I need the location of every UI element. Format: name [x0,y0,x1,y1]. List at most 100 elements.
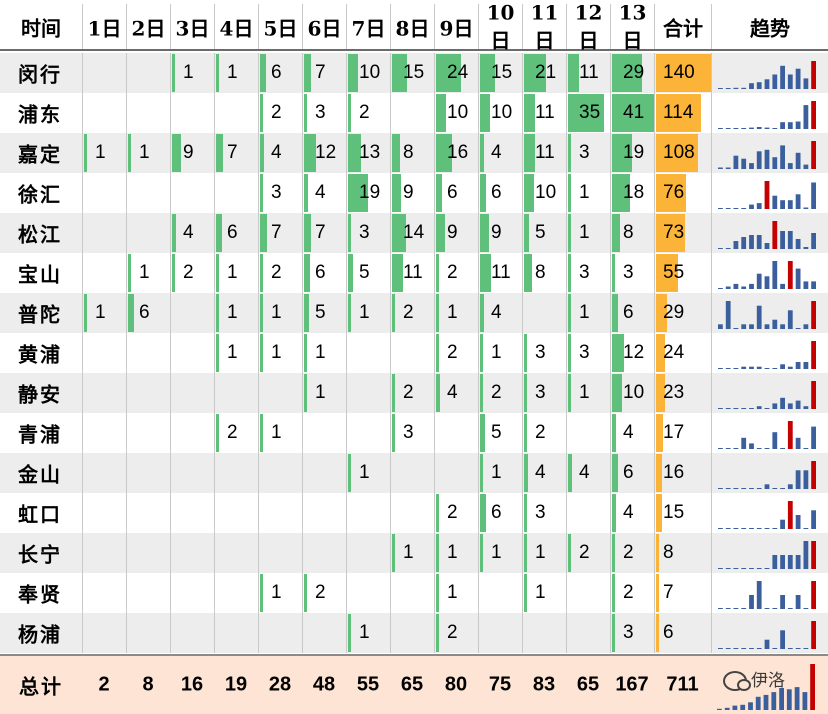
header-day-label: 11日 [530,0,559,52]
day-value: 14 [403,222,425,243]
day-cell [346,373,390,413]
day-cell: 11 [522,133,566,173]
trend-bar [733,408,739,409]
row-total-cell: 23 [654,373,711,413]
day-value: 4 [579,462,590,483]
trend-bar [733,608,739,609]
value-bar [480,214,490,252]
total-bar [656,374,665,412]
total-day-value: 8 [142,673,154,696]
day-cell: 8 [522,253,566,293]
trend-bar [780,555,785,569]
trend-bar [795,121,801,129]
trend-bar [795,515,801,529]
row-total-cell: 108 [654,133,711,173]
value-bar [216,54,219,92]
trend-bar [811,541,816,569]
trend-bar [780,231,785,249]
value-bar [568,374,571,412]
district-cell: 嘉定 [0,133,82,173]
total-day-cell: 48 [302,656,346,714]
district-cell: 普陀 [0,293,82,333]
value-bar [480,94,491,132]
trend-sparkline [718,501,816,529]
day-cell: 1 [434,533,478,573]
day-value: 4 [623,502,634,523]
trend-bar [811,621,816,649]
day-cell [346,413,390,453]
day-cell: 1 [170,53,214,93]
day-value: 7 [271,222,282,243]
trend-bar [725,488,731,489]
header-day-label: 13日 [618,0,647,52]
value-bar [524,54,546,92]
day-value: 4 [491,142,502,163]
trend-bar [733,208,739,209]
trend-bar [718,648,723,649]
value-bar [524,94,536,132]
trend-sparkline [718,341,816,369]
row-total-value: 8 [663,542,674,563]
total-bar [656,534,660,572]
trend-bar [787,484,793,489]
value-bar [480,54,496,92]
row-total-value: 140 [663,62,695,83]
trend-bar [787,122,793,129]
trend-bar [764,608,770,609]
day-value: 3 [579,142,590,163]
table-row: 杨浦 1 2 3 6 [0,613,828,653]
day-cell [170,293,214,333]
day-cell [566,413,610,453]
total-bar [656,294,668,332]
day-cell [522,613,566,653]
row-total-value: 15 [663,502,685,523]
value-bar [568,94,604,132]
day-cell [522,293,566,333]
total-day-cell: 2 [82,656,126,714]
day-value: 10 [535,182,557,203]
trend-bar [772,261,778,289]
grand-total-value: 711 [666,673,699,696]
day-value: 3 [535,502,546,523]
day-cell [346,333,390,373]
day-cell: 4 [170,213,214,253]
trend-bar [741,648,747,649]
day-cell: 2 [258,253,302,293]
day-cell: 4 [434,373,478,413]
trend-sparkline [718,581,816,609]
day-cell: 1 [390,533,434,573]
day-value: 1 [271,302,282,323]
trend-bar [718,368,723,369]
value-bar [436,174,443,212]
trend-bar [795,68,801,89]
day-cell: 13 [346,133,390,173]
value-bar [216,414,219,452]
header-day-label: 8日 [395,16,430,40]
day-cell [126,213,170,253]
day-cell: 21 [522,53,566,93]
trend-bar [749,528,754,529]
trend-bar [725,568,731,569]
district-cell: 青浦 [0,413,82,453]
day-cell: 2 [214,413,258,453]
day-cell [390,93,434,133]
total-bar [656,334,666,372]
value-bar [260,254,263,292]
day-value: 2 [535,422,546,443]
row-total-value: 7 [663,582,674,603]
value-bar [568,534,571,572]
day-cell [390,333,434,373]
trend-bar [741,87,747,89]
trend-bar [811,381,816,409]
value-bar [348,254,354,292]
day-cell [390,613,434,653]
trend-bar [725,648,731,649]
value-bar [480,254,492,292]
trend-bar [749,163,754,169]
value-bar [568,294,571,332]
value-bar [128,134,131,172]
value-bar [524,454,529,492]
trend-bar [772,319,778,329]
total-day-cell: 8 [126,656,170,714]
row-total-value: 6 [663,622,674,643]
